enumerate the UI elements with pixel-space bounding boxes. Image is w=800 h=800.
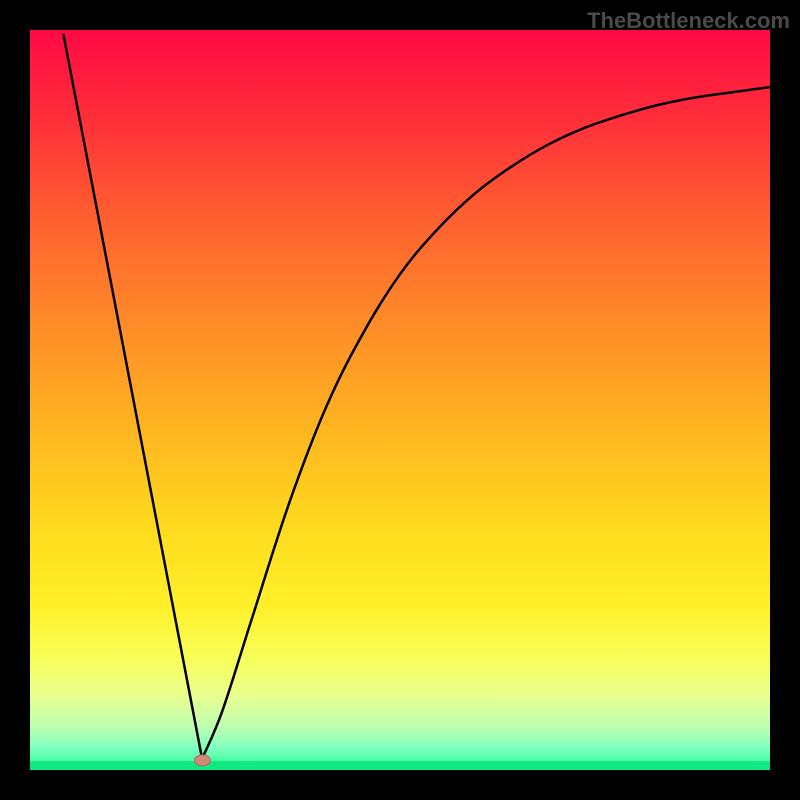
gradient-background <box>30 30 770 770</box>
green-bottom-strip <box>30 761 770 770</box>
minimum-marker <box>194 755 210 766</box>
chart-svg <box>30 30 770 770</box>
watermark: TheBottleneck.com <box>587 8 790 34</box>
chart-plot-area <box>30 30 770 770</box>
